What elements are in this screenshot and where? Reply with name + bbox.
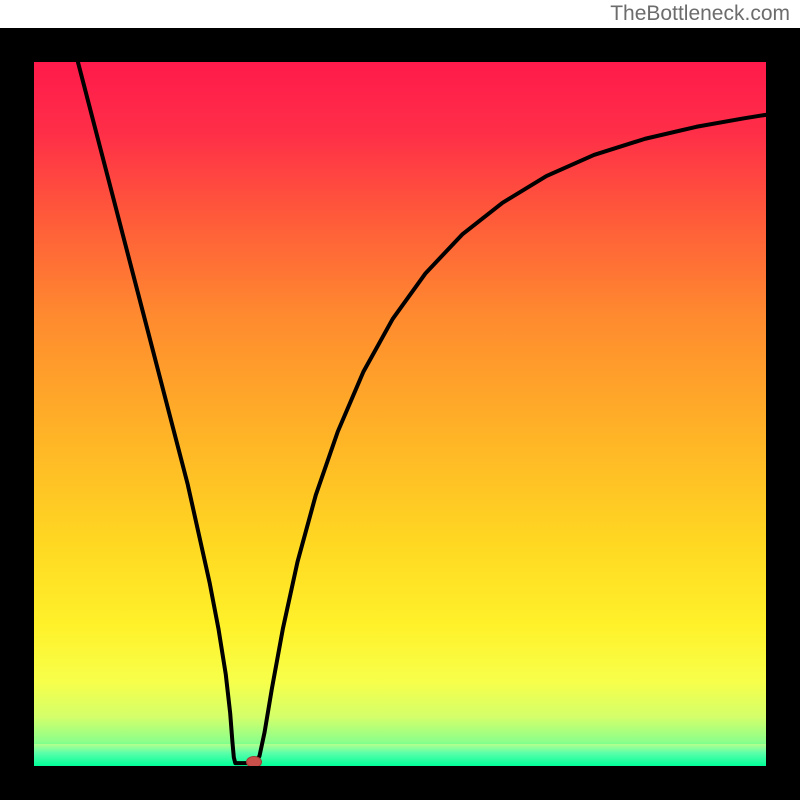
frame-border-left (0, 28, 34, 800)
plot-area (34, 62, 766, 766)
frame-border-right (766, 28, 800, 800)
optimal-point-marker (246, 756, 262, 766)
bottleneck-curve (78, 62, 766, 763)
watermark-text: TheBottleneck.com (610, 2, 790, 26)
frame-border-bottom (0, 766, 800, 800)
curve-layer (34, 62, 766, 766)
frame-border-top (0, 28, 800, 62)
